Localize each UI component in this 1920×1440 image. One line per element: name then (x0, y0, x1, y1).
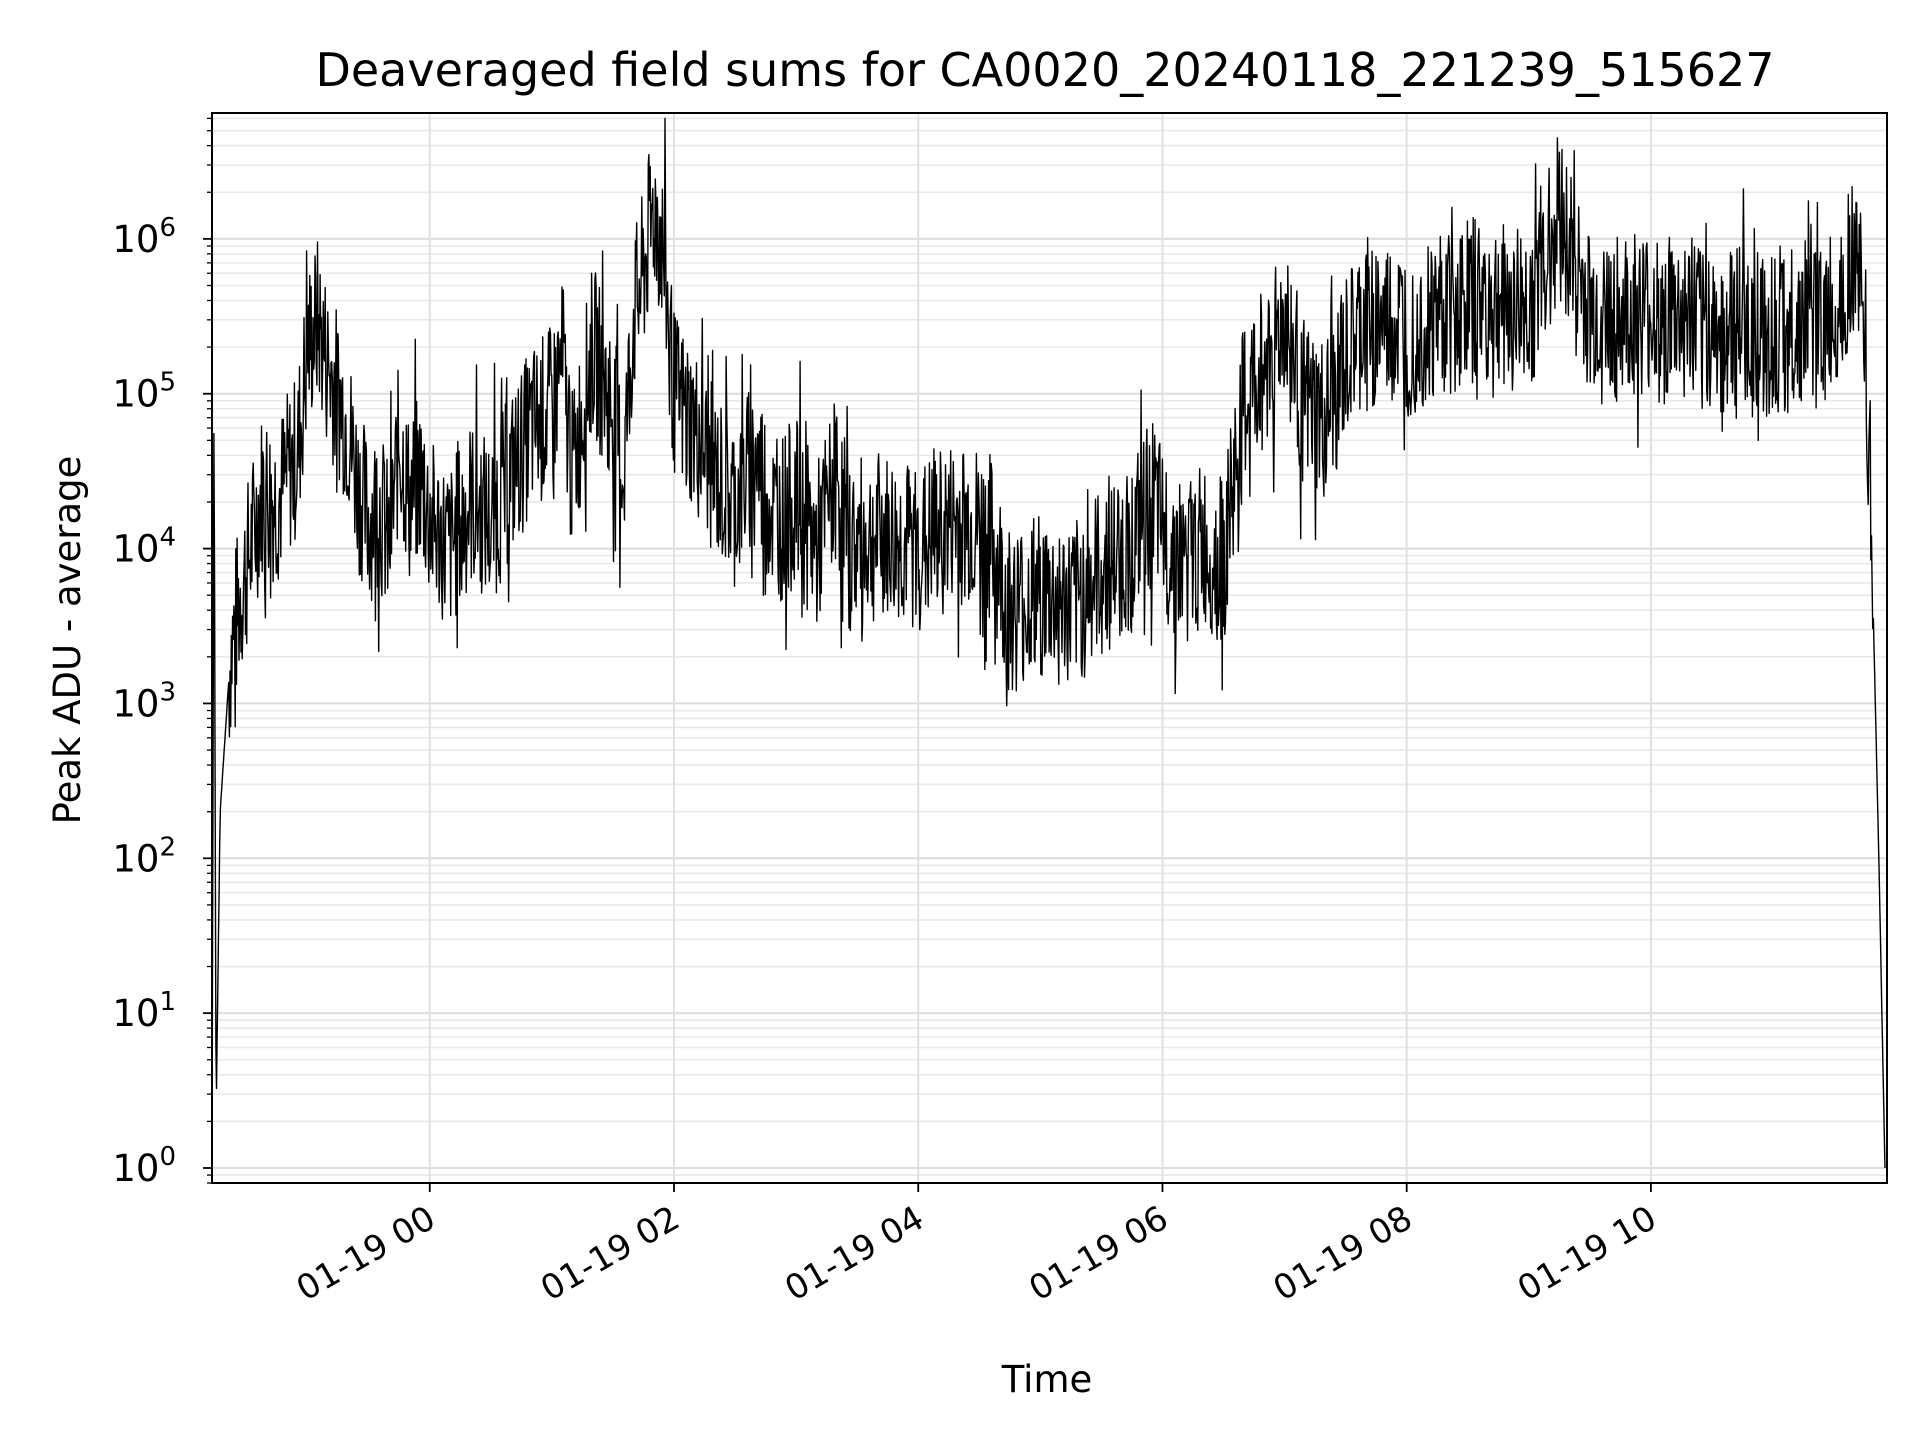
y-tick-label: 100 (112, 1142, 176, 1190)
x-axis-label: Time (1001, 1358, 1093, 1401)
y-axis-label: Peak ADU - average (46, 456, 89, 825)
y-tick-label: 104 (112, 523, 176, 571)
chart-title: Deaveraged field sums for CA0020_2024011… (315, 43, 1774, 97)
y-tick-label: 106 (112, 213, 176, 261)
plot-frame (211, 112, 1888, 1184)
y-tick-label: 101 (112, 987, 176, 1035)
series-layer (211, 117, 1886, 1169)
y-tick-label: 103 (112, 677, 176, 725)
y-tick-label: 105 (112, 368, 176, 416)
y-tick-label: 102 (112, 832, 176, 880)
series-line (211, 117, 1886, 1169)
